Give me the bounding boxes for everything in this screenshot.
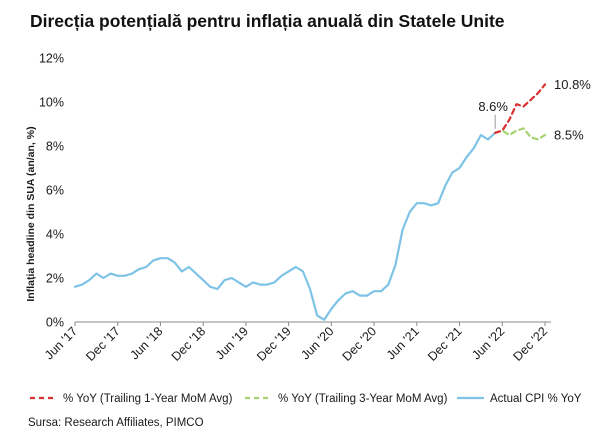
x-tick-label: Jun '19 bbox=[213, 324, 251, 362]
x-tick-label: Dec '20 bbox=[340, 324, 380, 364]
y-tick-label: 12% bbox=[39, 52, 64, 66]
x-tick-label: Dec '22 bbox=[511, 324, 551, 364]
y-axis-label: Inflația headline din SUA (an/an, %) bbox=[25, 126, 37, 301]
axes: 0%2%4%6%8%10%12%Jun '17 Dec '17 Jun '18 Dec… bbox=[39, 52, 551, 364]
x-tick-label: Dec '18 bbox=[169, 324, 209, 364]
annotations: 8.6% 10.8% 8.5% bbox=[478, 77, 591, 143]
x-tick-label: Jun '21 bbox=[384, 324, 422, 362]
x-tick-label: Jun '17 bbox=[42, 324, 80, 362]
series-line-trailing-3y bbox=[494, 127, 547, 141]
annotation-label: 10.8% bbox=[554, 77, 591, 92]
legend: % YoY (Trailing 1-Year MoM Avg) % YoY (Tr… bbox=[30, 393, 582, 405]
series-lines bbox=[73, 83, 547, 321]
y-tick-label: 0% bbox=[46, 316, 64, 330]
legend-label: % YoY (Trailing 1-Year MoM Avg) bbox=[63, 393, 233, 405]
x-tick-label: Jun '20 bbox=[298, 324, 336, 362]
annotation-label: 8.6% bbox=[478, 99, 508, 114]
x-tick-label: Dec '19 bbox=[254, 324, 294, 364]
series-line-actual-cpi bbox=[73, 131, 497, 321]
series-line-trailing-1y bbox=[494, 83, 547, 134]
annotation-label: 8.5% bbox=[554, 128, 584, 143]
y-tick-label: 8% bbox=[46, 140, 64, 154]
y-tick-label: 4% bbox=[46, 228, 64, 242]
y-tick-label: 2% bbox=[46, 272, 64, 286]
y-tick-label: 6% bbox=[46, 184, 64, 198]
source-note: Sursa: Research Affiliates, PIMCO bbox=[28, 417, 204, 429]
chart-title: Direcția potențială pentru inflația anua… bbox=[30, 11, 505, 31]
x-tick-label: Jun '18 bbox=[127, 324, 165, 362]
x-tick-label: Dec '17 bbox=[83, 324, 123, 364]
legend-label: Actual CPI % YoY bbox=[490, 393, 582, 405]
x-tick-label: Jun '22 bbox=[469, 324, 507, 362]
y-tick-label: 10% bbox=[39, 96, 64, 110]
legend-label: % YoY (Trailing 3-Year MoM Avg) bbox=[278, 393, 448, 405]
x-tick-label: Dec '21 bbox=[425, 324, 465, 364]
